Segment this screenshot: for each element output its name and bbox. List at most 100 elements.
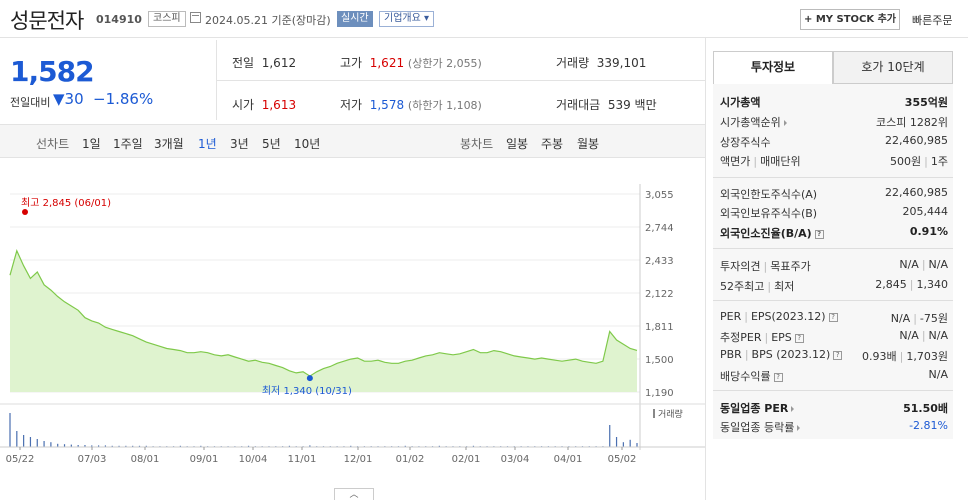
add-mystock-button[interactable]: + MY STOCK 추가 <box>800 9 900 30</box>
volume-bar <box>138 445 141 447</box>
calendar-icon <box>190 12 201 23</box>
volume-label: 거래량 <box>658 408 683 420</box>
current-price: 1,582 <box>10 55 95 88</box>
volume-bar <box>63 444 66 447</box>
volume-bar <box>50 442 52 447</box>
volume-bar <box>615 437 618 447</box>
x-tick-label: 01/02 <box>396 454 425 465</box>
volume-bar <box>200 445 202 447</box>
invest-info-panel <box>713 84 953 439</box>
price-chart[interactable]: 3,055 2,744 2,433 2,122 1,811 1,500 1,190 최고 2,… <box>0 160 705 500</box>
company-info-dropdown[interactable]: 기업개요 ▾ <box>379 11 435 27</box>
tab-weekly[interactable]: 주봉 <box>541 137 564 151</box>
tab-monthly[interactable]: 월봉 <box>577 137 600 151</box>
market-cap-row: 시가총액 355억원 <box>720 96 948 109</box>
help-icon[interactable]: ? <box>814 229 824 239</box>
volume-bar <box>111 445 113 447</box>
market-cap-rank-row: 시가총액순위 코스피 1282위 <box>720 116 948 129</box>
sector-per-row: 동일업종 PER 51.50배 <box>720 402 948 415</box>
tab-5y[interactable]: 5년 <box>262 137 281 151</box>
help-icon[interactable]: ? <box>794 333 804 343</box>
chart-tabs-bar: 선차트 1일 1주일 3개월 1년 3년 5년 10년 봉차트 일봉 주봉 월봉 <box>0 124 705 158</box>
x-tick-label: 11/01 <box>288 454 317 465</box>
foreign-limit-row: 외국인한도주식수(A) 22,460,985 <box>720 186 948 201</box>
divider <box>713 300 953 301</box>
tab-3y[interactable]: 3년 <box>230 137 249 151</box>
volume-bar <box>77 445 79 447</box>
low-marker <box>306 375 313 382</box>
tab-invest-info[interactable]: 투자정보 <box>713 51 833 84</box>
tab-10y[interactable]: 10년 <box>294 137 321 151</box>
high-annotation: 최고 2,845 (06/01) <box>21 197 111 209</box>
help-icon[interactable]: ? <box>833 350 843 360</box>
pbr-row: PBR | BPS (2023.12)? 0.93배 | 1,703원 <box>720 348 948 363</box>
tab-order-book[interactable]: 호가 10단계 <box>833 51 953 84</box>
change-value: ▼30 <box>53 90 84 108</box>
x-tick-label: 04/01 <box>554 454 583 465</box>
high-marker <box>22 209 28 215</box>
listed-shares-row: 상장주식수 22,460,985 <box>720 134 948 149</box>
open-price: 시가 1,613 <box>232 98 297 112</box>
volume-bar <box>23 435 25 447</box>
side-tabs: 투자정보 호가 10단계 <box>713 51 953 84</box>
x-tick-label: 12/01 <box>344 454 373 465</box>
trade-amount: 거래대금 539 백만 <box>556 98 657 112</box>
divider <box>713 390 953 391</box>
volume-bar <box>145 445 147 447</box>
panel-divider <box>705 38 706 500</box>
y-tick-label: 3,055 <box>645 190 674 201</box>
company-info-label: 기업개요 <box>384 13 421 24</box>
volume-bar <box>472 445 475 447</box>
volume-bar <box>350 445 352 447</box>
x-tick-label: 03/04 <box>501 454 530 465</box>
tab-1d[interactable]: 1일 <box>82 137 101 151</box>
volume-bar <box>125 445 127 447</box>
foreign-ratio-row: 외국인소진율(B/A)? 0.91% <box>720 225 948 240</box>
volume-bar <box>97 445 100 447</box>
candle-chart-label: 봉차트 <box>460 137 494 151</box>
divider <box>217 80 705 81</box>
help-icon[interactable]: ? <box>773 372 783 382</box>
arrow-right-icon <box>797 425 801 431</box>
change-label: 전일대비 <box>10 96 51 109</box>
chevron-down-icon: ▾ <box>424 13 430 24</box>
stock-name: 성문전자 <box>10 9 84 33</box>
tab-1w[interactable]: 1주일 <box>113 137 143 151</box>
y-tick-label: 2,744 <box>645 223 674 234</box>
volume-bar <box>91 445 93 447</box>
realtime-button[interactable]: 실시간 <box>337 11 373 27</box>
x-tick-label: 02/01 <box>452 454 481 465</box>
volume-bar <box>179 445 181 447</box>
volume-bar <box>9 413 11 447</box>
tab-1y[interactable]: 1년 <box>198 137 217 151</box>
tab-daily[interactable]: 일봉 <box>506 137 529 151</box>
divider <box>713 248 953 249</box>
change-percent: −1.86% <box>93 90 154 108</box>
chart-collapse-button[interactable]: ︿ <box>334 488 374 500</box>
volume-bar <box>36 439 38 447</box>
volume-legend-icon <box>653 409 655 418</box>
opinion-row: 투자의견 | 목표주가 N/A | N/A <box>720 258 948 273</box>
volume-bar <box>132 445 134 447</box>
x-tick-label: 07/03 <box>78 454 107 465</box>
volume-bar <box>16 431 18 447</box>
stock-code: 014910 <box>96 13 142 26</box>
volume-bar <box>438 445 440 447</box>
volume-bar <box>629 439 631 447</box>
prev-close: 전일 1,612 <box>232 56 297 70</box>
x-tick-label: 05/22 <box>6 454 35 465</box>
quick-order-link[interactable]: 빠른주문 <box>912 14 953 27</box>
week52-row: 52주최고 | 최저 2,845 | 1,340 <box>720 278 948 293</box>
divider <box>216 40 217 120</box>
tab-3m[interactable]: 3개월 <box>154 137 184 151</box>
volume-bar <box>636 443 638 447</box>
volume-bar <box>104 445 107 447</box>
volume-bar <box>43 441 45 447</box>
help-icon[interactable]: ? <box>828 312 838 322</box>
volume-bar <box>609 425 611 447</box>
volume-bar <box>118 445 120 447</box>
dividend-row: 배당수익률? N/A <box>720 368 948 383</box>
volume-bar <box>288 445 291 447</box>
foreign-hold-row: 외국인보유주식수(B) 205,444 <box>720 205 948 220</box>
volume-bar <box>404 445 406 447</box>
